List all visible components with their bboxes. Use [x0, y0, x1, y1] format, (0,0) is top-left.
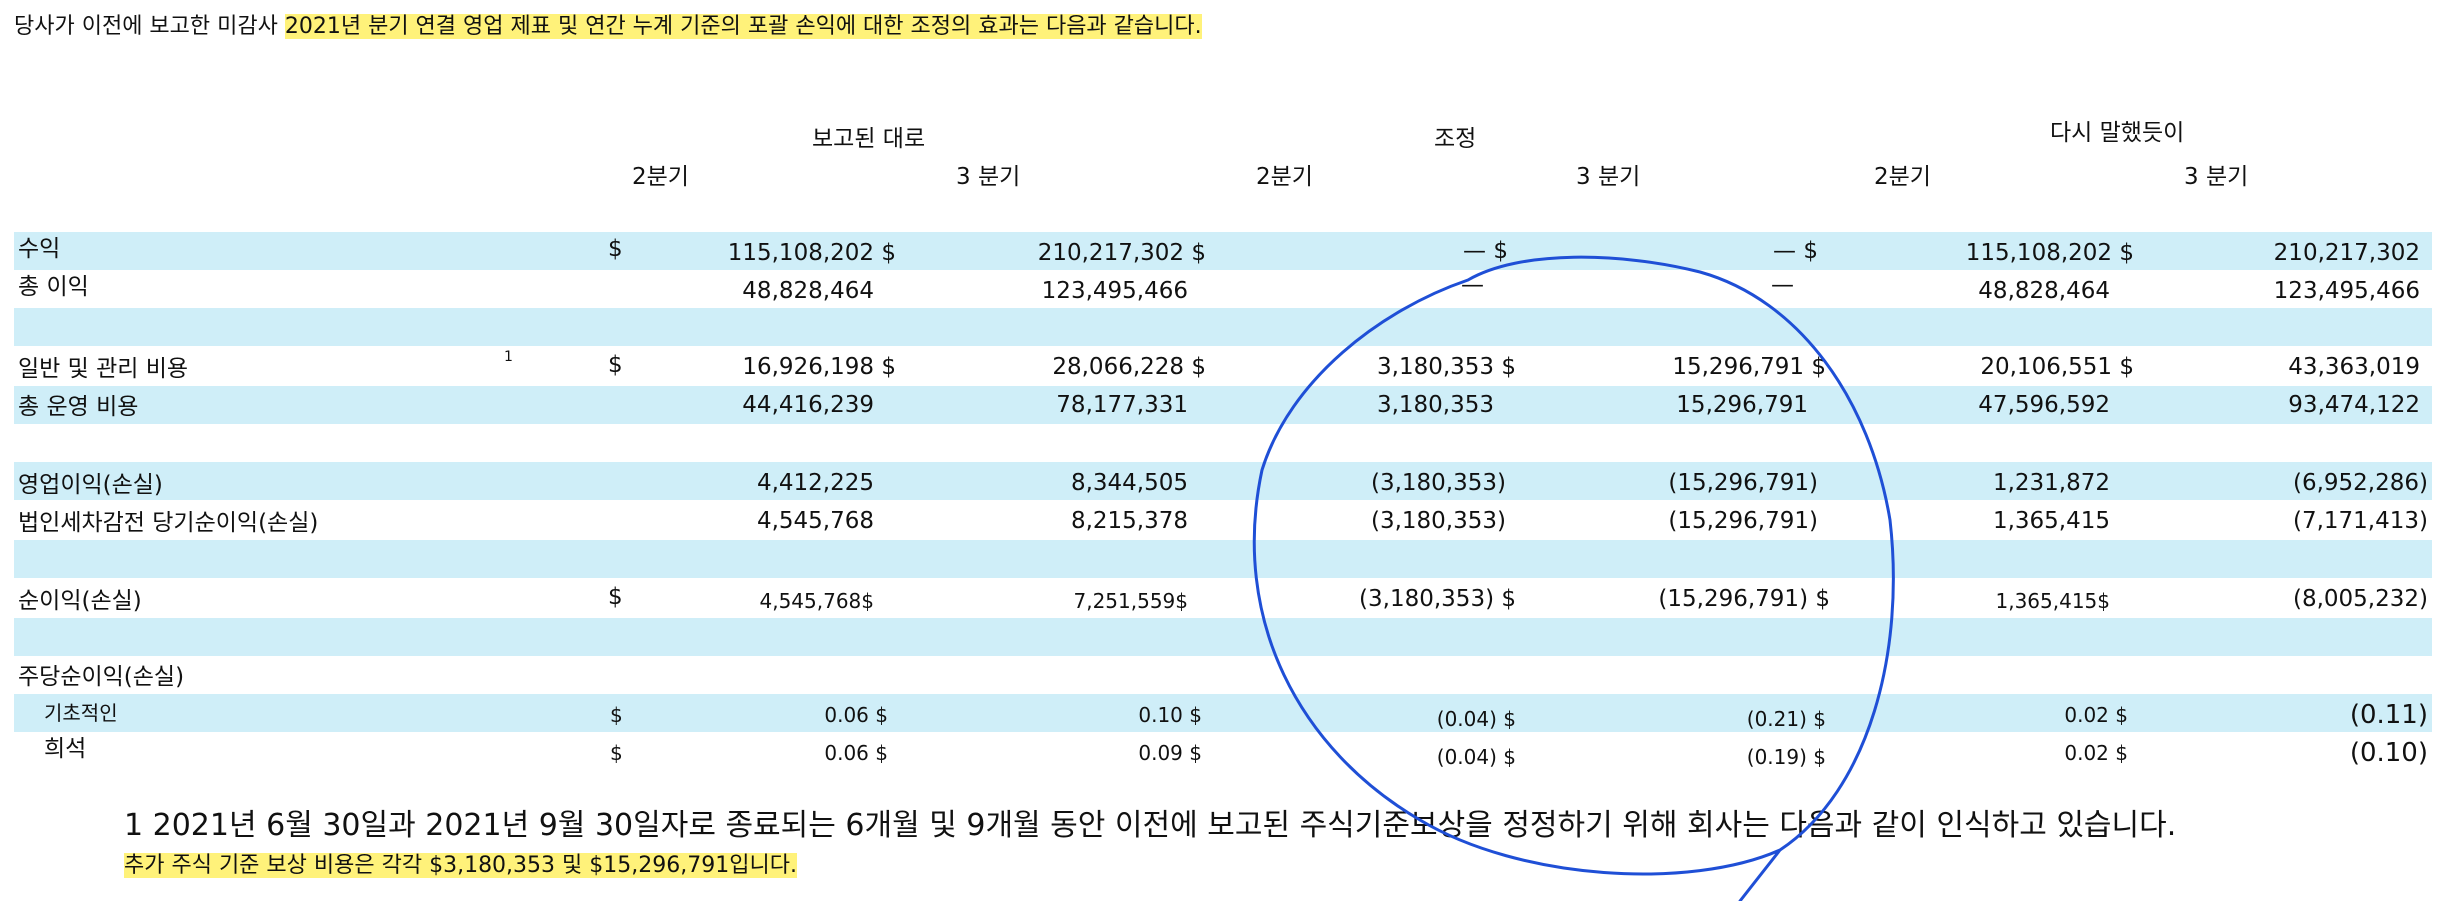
group-header-adjustment: 조정 — [1434, 126, 1477, 152]
group-header-restated: 다시 말했듯이 — [2050, 120, 2185, 146]
cell: 123,495,466 — [2273, 278, 2420, 304]
row-label-pretax-income: 법인세차감전 당기순이익(손실) — [18, 510, 319, 536]
row-band — [14, 308, 2432, 346]
group-header-reported: 보고된 대로 — [812, 126, 926, 152]
footnote-text: 1 2021년 6월 30일과 2021년 9월 30일자로 종료되는 6개월 … — [124, 808, 2177, 843]
row-band — [14, 386, 2432, 424]
cell: (0.11) — [2349, 700, 2428, 730]
cell: (15,296,791) $ — [1658, 586, 1830, 612]
row-label-gross-profit: 총 이익 — [18, 274, 89, 300]
period-header: 3 분기 — [956, 164, 1021, 190]
cell: (8,005,232) — [2292, 586, 2428, 612]
cell: 15,296,791 — [1676, 392, 1808, 418]
cell: 210,217,302 $ — [1037, 240, 1206, 266]
cell: (0.21) $ — [1746, 707, 1826, 731]
row-band — [14, 540, 2432, 578]
cell: 7,251,559$ — [1073, 589, 1188, 613]
cell: (0.19) $ — [1746, 745, 1826, 769]
cell: 210,217,302 — [2273, 240, 2420, 266]
cell: 16,926,198 $ — [742, 354, 896, 380]
cell: 78,177,331 — [1056, 392, 1188, 418]
cell: 44,416,239 — [742, 392, 874, 418]
cell: 0.06 $ — [824, 703, 888, 727]
footnote-highlight-wrap: 추가 주식 기준 보상 비용은 각각 $3,180,353 및 $15,296,… — [124, 850, 797, 882]
cell: 48,828,464 — [1978, 278, 2110, 304]
row-band — [14, 618, 2432, 656]
cell: 4,545,768 — [756, 508, 874, 534]
cell: 1,365,415$ — [1995, 589, 2110, 613]
cell: (3,180,353) $ — [1359, 586, 1516, 612]
period-header: 2분기 — [1874, 164, 1931, 190]
footnote-highlight: 추가 주식 기준 보상 비용은 각각 $3,180,353 및 $15,296,… — [124, 853, 797, 878]
cell: — $ — [1773, 238, 1818, 264]
cell: 1,231,872 — [1992, 470, 2110, 496]
cell: 0.02 $ — [2064, 703, 2128, 727]
cell: 0.06 $ — [824, 741, 888, 765]
cell: — — [1771, 272, 1794, 298]
cell: 4,412,225 — [756, 470, 874, 496]
dollar-sign: $ — [608, 236, 623, 262]
cell: 15,296,791 $ — [1672, 354, 1826, 380]
row-label-eps: 주당순이익(손실) — [18, 664, 185, 690]
cell: 48,828,464 — [742, 278, 874, 304]
cell: 3,180,353 — [1376, 392, 1494, 418]
cell: (0.04) $ — [1436, 745, 1516, 769]
period-header: 3 분기 — [1576, 164, 1641, 190]
footnote-marker: 1 — [504, 349, 513, 365]
cell: (15,296,791) — [1668, 508, 1818, 534]
cell: — $ — [1463, 238, 1508, 264]
intro-prefix: 당사가 이전에 보고한 미감사 — [14, 14, 285, 39]
cell: (7,171,413) — [2292, 508, 2428, 534]
dollar-sign: $ — [610, 703, 623, 727]
cell: (0.10) — [2349, 738, 2428, 768]
row-band — [14, 232, 2432, 270]
row-band — [14, 462, 2432, 500]
cell: 47,596,592 — [1978, 392, 2110, 418]
row-label-total-opex: 총 운영 비용 — [18, 394, 139, 420]
cell: 1,365,415 — [1992, 508, 2110, 534]
cell: 0.02 $ — [2064, 741, 2128, 765]
row-label-net-income: 순이익(손실) — [18, 588, 142, 614]
cell: 3,180,353 $ — [1377, 354, 1516, 380]
period-header: 3 분기 — [2184, 164, 2249, 190]
cell: 0.10 $ — [1138, 703, 1202, 727]
cell: (3,180,353) — [1370, 470, 1506, 496]
cell: 28,066,228 $ — [1052, 354, 1206, 380]
row-label-diluted: 희석 — [44, 736, 87, 762]
cell: 93,474,122 — [2288, 392, 2420, 418]
row-band — [14, 694, 2432, 732]
cell: — — [1461, 272, 1484, 298]
cell: 8,344,505 — [1070, 470, 1188, 496]
cell: 123,495,466 — [1041, 278, 1188, 304]
intro-highlight: 2021년 분기 연결 영업 제표 및 연간 누계 기준의 포괄 손익에 대한 … — [284, 14, 1202, 39]
row-label-operating-income: 영업이익(손실) — [18, 472, 163, 498]
cell: 8,215,378 — [1070, 508, 1188, 534]
intro-text: 당사가 이전에 보고한 미감사 2021년 분기 연결 영업 제표 및 연간 누… — [14, 10, 1202, 44]
period-header: 2분기 — [1256, 164, 1313, 190]
cell: 20,106,551 $ — [1980, 354, 2134, 380]
dollar-sign: $ — [610, 741, 623, 765]
cell: (3,180,353) — [1370, 508, 1506, 534]
row-label-general-admin: 일반 및 관리 비용 — [18, 356, 189, 382]
cell: 115,108,202 $ — [727, 240, 896, 266]
cell: 0.09 $ — [1138, 741, 1202, 765]
dollar-sign: $ — [608, 584, 623, 610]
cell: (0.04) $ — [1436, 707, 1516, 731]
cell: (6,952,286) — [2292, 470, 2428, 496]
period-header: 2분기 — [632, 164, 689, 190]
cell: 43,363,019 — [2288, 354, 2420, 380]
cell: 115,108,202 $ — [1965, 240, 2134, 266]
cell: 4,545,768$ — [759, 589, 874, 613]
row-label-basic: 기초적인 — [44, 701, 118, 725]
row-label-revenue: 수익 — [18, 236, 61, 262]
cell: (15,296,791) — [1668, 470, 1818, 496]
dollar-sign: $ — [608, 352, 623, 378]
